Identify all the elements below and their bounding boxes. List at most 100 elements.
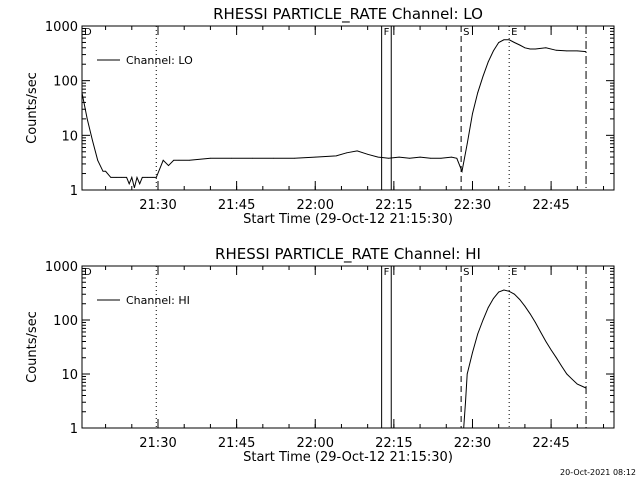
data-point [419, 156, 421, 158]
data-point [128, 183, 130, 185]
plot-frame [81, 25, 615, 191]
data-point [482, 319, 484, 321]
x-tick-label: 22:30 [454, 436, 491, 451]
data-point [189, 159, 190, 161]
x-tick-label: 22:30 [454, 198, 491, 213]
panel-lo: RHESSI PARTICLE_RATE Channel: LO 1 10 100 10… [25, 5, 615, 227]
data-point [493, 298, 494, 299]
data-point [555, 49, 557, 51]
x-tick-label: 22:00 [297, 198, 334, 213]
panel-hi: RHESSI PARTICLE_RATE Channel: HI 1 10 100 10… [25, 245, 615, 465]
y-tick-label: 10 [61, 129, 78, 144]
data-point [178, 159, 180, 161]
legend-entry: Channel: HI [126, 294, 190, 307]
data-point [461, 170, 463, 172]
data-point [566, 373, 568, 375]
event-marker-label: E [511, 27, 517, 38]
event-marker-label: E [511, 267, 517, 278]
data-point [456, 157, 458, 159]
data-point [472, 352, 473, 353]
x-axis-label: Start Time (29-Oct-12 21:15:30) [243, 212, 453, 227]
data-point [571, 378, 573, 380]
data-point [102, 170, 104, 172]
data-point [477, 333, 479, 335]
data-point [529, 48, 531, 50]
data-point [367, 153, 369, 155]
event-marker-label: S [463, 267, 469, 278]
data-point [398, 156, 400, 158]
data-point [115, 177, 117, 178]
data-point [519, 44, 521, 46]
plot-frame [81, 265, 615, 429]
data-point [126, 177, 127, 178]
data-point [545, 341, 547, 342]
event-marker-label: F [384, 27, 390, 38]
data-point [173, 159, 175, 161]
data-point [272, 157, 274, 159]
data-point [514, 42, 515, 43]
data-point [508, 290, 510, 292]
data-point [466, 143, 468, 145]
data-point [498, 291, 500, 293]
x-axis-label: Start Time (29-Oct-12 21:15:30) [243, 450, 453, 465]
event-marker-label: F [384, 267, 390, 278]
data-point [314, 156, 316, 158]
y-tick-label: 10 [61, 368, 78, 383]
data-point [576, 50, 578, 52]
data-point [524, 47, 526, 49]
x-tick-label: 22:15 [375, 198, 412, 213]
data-point [466, 373, 468, 375]
data-point [519, 299, 521, 300]
data-point [346, 152, 348, 154]
data-point [585, 51, 587, 52]
data-point [110, 177, 112, 178]
y-tick-label: 1000 [45, 20, 78, 35]
y-tick-label: 1000 [45, 260, 78, 275]
data-point [97, 159, 99, 161]
data-point [136, 177, 138, 178]
data-point [487, 61, 489, 63]
data-point [545, 47, 547, 49]
data-point [335, 155, 337, 157]
data-point [210, 157, 211, 159]
data-point [482, 75, 484, 77]
data-point [440, 157, 442, 159]
data-point [465, 401, 466, 403]
data-point [566, 50, 568, 52]
x-tick-label: 21:45 [218, 436, 255, 451]
data-point [105, 170, 106, 172]
data-point [134, 187, 135, 189]
data-point [131, 177, 133, 178]
data-point [463, 427, 465, 429]
data-point [356, 150, 358, 152]
x-tick-label: 22:15 [375, 436, 412, 451]
y-tick-label: 1 [70, 184, 78, 199]
data-point [92, 140, 93, 142]
data-point [147, 177, 148, 178]
data-point [529, 313, 531, 315]
data-point [503, 289, 505, 291]
legend-entry: Channel: LO [126, 54, 193, 67]
x-tick-label: 22:45 [532, 198, 569, 213]
data-point [377, 156, 379, 158]
data-point [535, 48, 536, 50]
data-point [555, 357, 557, 359]
series-line [463, 289, 587, 429]
data-point [503, 39, 505, 41]
data-point [561, 365, 562, 367]
y-tick-label: 1 [70, 422, 78, 437]
data-point [120, 177, 122, 178]
data-point [141, 177, 143, 178]
data-point [139, 183, 141, 185]
data-point [576, 383, 578, 385]
render-timestamp: 20-Oct-2021 08:12 [560, 468, 636, 477]
data-point [152, 177, 154, 178]
x-tick-label: 21:30 [139, 198, 176, 213]
data-point [155, 177, 157, 178]
data-point [293, 157, 295, 159]
x-tick-label: 22:45 [532, 436, 569, 451]
data-point [388, 157, 389, 159]
event-marker-label: D [84, 27, 92, 38]
data-point [585, 387, 587, 389]
